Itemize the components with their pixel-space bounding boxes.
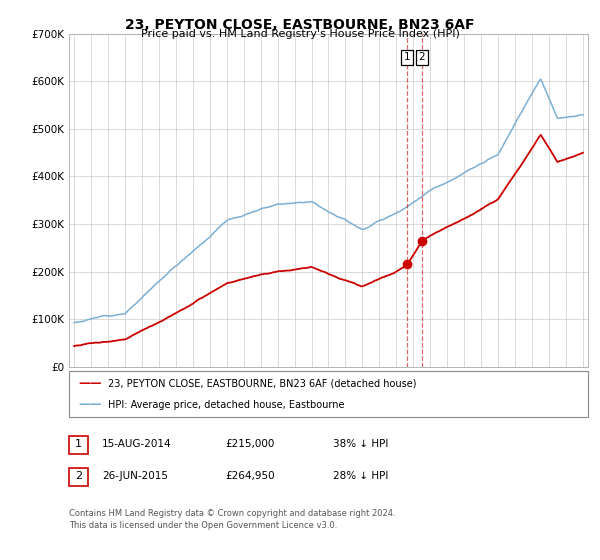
Text: Contains HM Land Registry data © Crown copyright and database right 2024.
This d: Contains HM Land Registry data © Crown c… — [69, 509, 395, 530]
Text: 26-JUN-2015: 26-JUN-2015 — [102, 471, 168, 481]
Text: £264,950: £264,950 — [225, 471, 275, 481]
Text: 2: 2 — [418, 53, 425, 62]
Text: 28% ↓ HPI: 28% ↓ HPI — [333, 471, 388, 481]
Text: 15-AUG-2014: 15-AUG-2014 — [102, 439, 172, 449]
Text: 1: 1 — [75, 439, 82, 449]
Text: Price paid vs. HM Land Registry's House Price Index (HPI): Price paid vs. HM Land Registry's House … — [140, 29, 460, 39]
Text: ——: —— — [78, 398, 101, 411]
Text: 1: 1 — [404, 53, 410, 62]
Text: 23, PEYTON CLOSE, EASTBOURNE, BN23 6AF: 23, PEYTON CLOSE, EASTBOURNE, BN23 6AF — [125, 18, 475, 32]
Text: HPI: Average price, detached house, Eastbourne: HPI: Average price, detached house, East… — [108, 400, 344, 410]
Text: 38% ↓ HPI: 38% ↓ HPI — [333, 439, 388, 449]
Text: 2: 2 — [75, 471, 82, 481]
Text: £215,000: £215,000 — [225, 439, 274, 449]
Text: ——: —— — [78, 377, 101, 390]
Text: 23, PEYTON CLOSE, EASTBOURNE, BN23 6AF (detached house): 23, PEYTON CLOSE, EASTBOURNE, BN23 6AF (… — [108, 379, 416, 389]
